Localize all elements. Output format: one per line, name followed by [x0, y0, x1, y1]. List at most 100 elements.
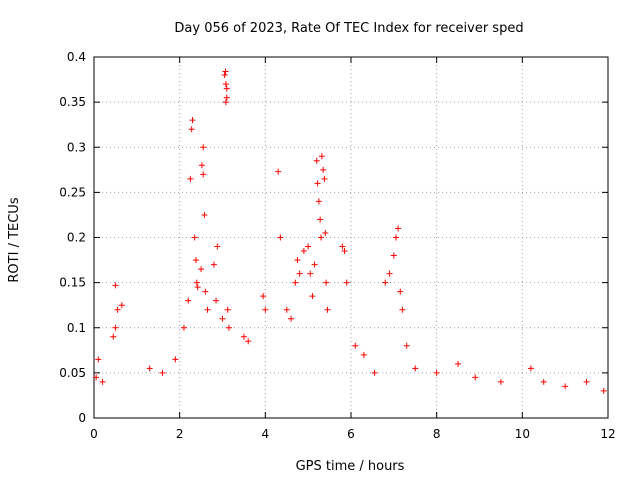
data-point: [341, 248, 348, 255]
data-point: [300, 248, 307, 255]
data-point: [189, 117, 196, 124]
data-point: [214, 243, 221, 250]
x-tick-label: 4: [262, 427, 270, 441]
data-point: [172, 356, 179, 363]
data-point: [192, 257, 199, 264]
data-point: [95, 356, 102, 363]
y-tick-label: 0.35: [59, 95, 86, 109]
data-point: [200, 144, 207, 151]
data-point: [497, 378, 504, 385]
data-point: [309, 293, 316, 300]
data-point: [277, 234, 284, 241]
data-point: [118, 302, 125, 309]
data-point: [221, 72, 228, 79]
data-point: [219, 315, 226, 322]
data-point: [223, 85, 230, 92]
data-point: [305, 243, 312, 250]
data-point: [318, 234, 325, 241]
x-tick-label: 6: [347, 427, 355, 441]
data-point: [112, 324, 119, 331]
data-point: [262, 306, 269, 313]
data-point: [307, 270, 314, 277]
data-point: [343, 279, 350, 286]
data-point: [390, 252, 397, 259]
data-point: [314, 180, 321, 187]
x-axis-label: GPS time / hours: [296, 459, 405, 474]
data-point: [562, 383, 569, 390]
y-tick-label: 0.15: [59, 276, 86, 290]
data-point: [222, 68, 229, 75]
data-point: [583, 378, 590, 385]
data-point: [360, 351, 367, 358]
data-point: [322, 229, 329, 236]
data-point: [339, 243, 346, 250]
y-tick-label: 0.4: [67, 50, 86, 64]
data-point: [222, 81, 229, 88]
data-point: [433, 369, 440, 376]
data-point: [527, 365, 534, 372]
data-point: [296, 270, 303, 277]
data-point: [283, 306, 290, 313]
data-point: [202, 288, 209, 295]
data-point: [110, 333, 117, 340]
data-point: [200, 171, 207, 178]
grid: [94, 57, 608, 418]
data-point: [352, 342, 359, 349]
data-point: [194, 284, 201, 291]
data-point: [159, 369, 166, 376]
data-point: [112, 282, 119, 289]
y-tick-label: 0.3: [67, 140, 86, 154]
y-tick-label: 0: [78, 411, 86, 425]
data-point: [275, 168, 282, 175]
data-point: [245, 338, 252, 345]
data-point: [193, 279, 200, 286]
data-point: [315, 198, 322, 205]
data-point: [187, 175, 194, 182]
x-tick-label: 10: [515, 427, 530, 441]
data-point: [240, 333, 247, 340]
data-point: [311, 261, 318, 268]
data-point: [317, 216, 324, 223]
data-point: [395, 225, 402, 232]
y-tick-label: 0.1: [67, 321, 86, 335]
data-point: [223, 94, 230, 101]
data-point: [386, 270, 393, 277]
data-point: [191, 234, 198, 241]
y-axis-label: ROTI / TECUs: [7, 197, 22, 282]
data-point: [99, 378, 106, 385]
data-point: [204, 306, 211, 313]
y-tick-label: 0.2: [67, 231, 86, 245]
data-point: [320, 166, 327, 173]
data-point: [323, 279, 330, 286]
chart-title: Day 056 of 2023, Rate Of TEC Index for r…: [174, 21, 523, 36]
data-point: [225, 324, 232, 331]
data-point: [403, 342, 410, 349]
data-point: [198, 162, 205, 169]
data-point: [288, 315, 295, 322]
data-point: [318, 153, 325, 160]
data-point: [188, 126, 195, 133]
data-point: [292, 279, 299, 286]
data-point: [313, 157, 320, 164]
x-tick-label: 2: [176, 427, 184, 441]
data-point: [392, 234, 399, 241]
data-point: [455, 360, 462, 367]
data-point: [472, 374, 479, 381]
data-point: [198, 266, 205, 273]
data-point: [213, 297, 220, 304]
data-point: [412, 365, 419, 372]
x-tick-label: 12: [600, 427, 615, 441]
x-axis-ticks: 0 2 4 6 8 10 12: [90, 57, 616, 441]
data-point: [93, 374, 100, 381]
data-point: [540, 378, 547, 385]
data-point: [180, 324, 187, 331]
data-point: [201, 211, 208, 218]
x-tick-label: 0: [90, 427, 98, 441]
data-point: [146, 365, 153, 372]
data-point: [260, 293, 267, 300]
data-point: [399, 306, 406, 313]
data-point: [114, 306, 121, 313]
data-point: [600, 387, 607, 394]
y-tick-label: 0.25: [59, 185, 86, 199]
